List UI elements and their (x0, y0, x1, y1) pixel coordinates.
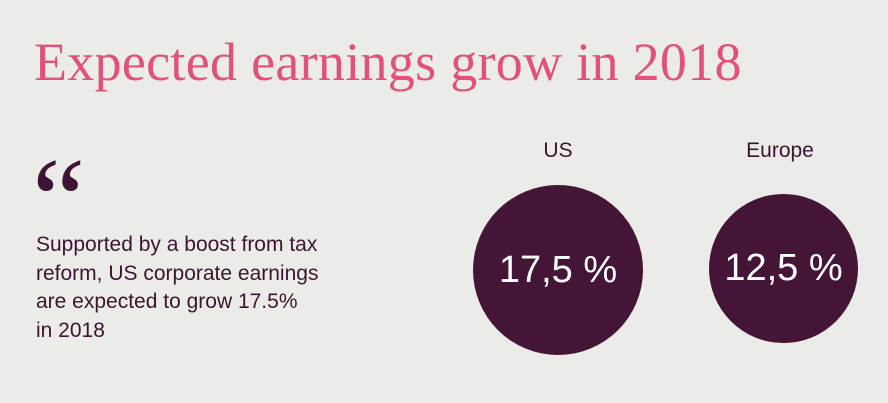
stat-circle-us: 17,5 % (473, 185, 643, 355)
region-label-us: US (543, 139, 573, 162)
page-title: Expected earnings grow in 2018 (34, 32, 742, 92)
stat-value-us: 17,5 % (498, 248, 618, 291)
quote-text: Supported by a boost from tax reform, US… (36, 233, 319, 342)
region-label-europe: Europe (746, 139, 814, 162)
stat-circle-europe: 12,5 % (709, 194, 858, 343)
quote-icon: “ (32, 140, 86, 220)
stat-value-europe: 12,5 % (724, 247, 843, 289)
